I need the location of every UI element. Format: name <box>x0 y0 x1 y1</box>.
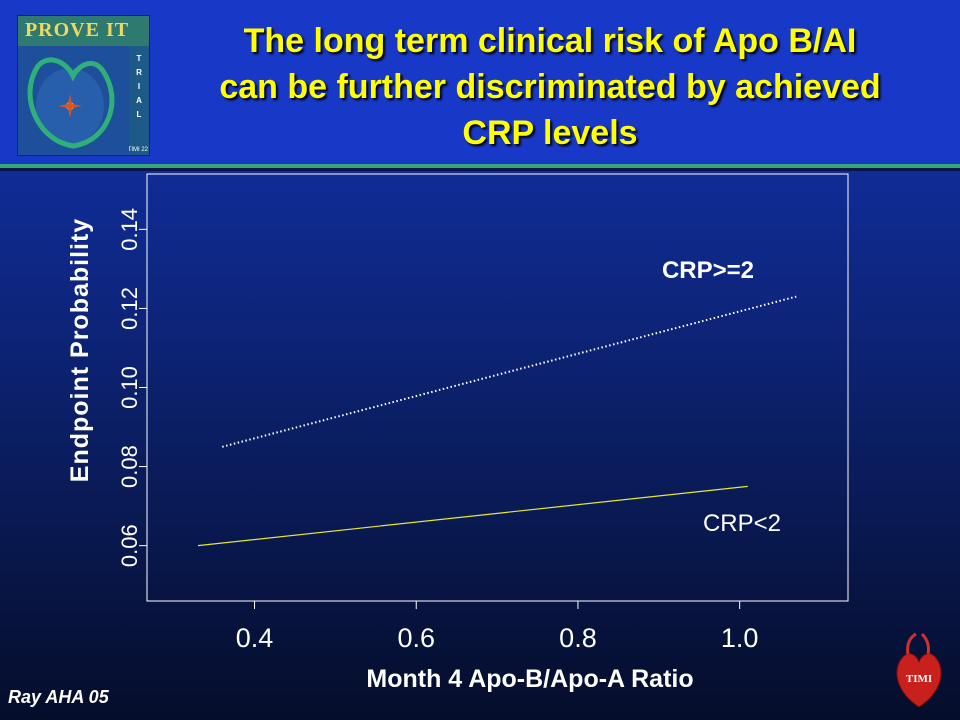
y-tick-label: 0.08 <box>117 445 142 488</box>
header-divider <box>0 164 960 168</box>
y-tick-label: 0.10 <box>117 366 142 409</box>
series-label-crp-low: CRP<2 <box>703 510 781 537</box>
x-tick-label: 0.4 <box>236 623 274 653</box>
y-axis-label: Endpoint Probability <box>66 218 94 482</box>
x-tick-label: 0.6 <box>397 623 435 653</box>
header-band <box>0 0 960 165</box>
logo-letter: T <box>136 54 142 63</box>
x-tick-label: 0.8 <box>559 623 597 653</box>
logo-letter: R <box>136 68 142 77</box>
y-tick-label: 0.06 <box>117 524 142 567</box>
y-tick-label: 0.14 <box>117 208 142 251</box>
logo-letter: L <box>136 110 142 119</box>
x-axis-label: Month 4 Apo-B/Apo-A Ratio <box>366 665 693 693</box>
logo-sub-text: TIMI 22 <box>127 147 148 153</box>
x-tick-label: 1.0 <box>721 623 759 653</box>
series-label-crp-high: CRP>=2 <box>662 257 754 284</box>
timi-logo-text: TIMI <box>906 673 932 685</box>
logo-banner: PROVE IT <box>18 16 149 46</box>
title-line: can be further discriminated by achieved <box>219 68 881 106</box>
slide-title: The long term clinical risk of Apo B/AI … <box>150 18 950 156</box>
heart-globe-icon <box>18 46 129 155</box>
prove-it-trial-logo: PROVE IT T R I A L TIMI 22 <box>17 15 150 156</box>
series-layer <box>197 295 797 547</box>
y-tick-label: 0.12 <box>117 287 142 330</box>
title-line: The long term clinical risk of Apo B/AI <box>243 22 857 60</box>
timi-heart-logo: TIMI <box>896 632 942 708</box>
series-line-crp-low <box>197 485 748 547</box>
header-divider-shadow <box>0 168 960 171</box>
logo-letter: I <box>137 82 141 91</box>
logo-side-letters: T R I A L <box>129 52 149 122</box>
logo-letter: A <box>136 96 142 105</box>
series-line-crp-high <box>221 295 797 448</box>
y-axis: 0.06 0.08 0.10 0.12 0.14 <box>117 208 147 567</box>
x-axis: 0.4 0.6 0.8 1.0 <box>236 601 759 653</box>
source-credit: Ray AHA 05 <box>8 687 109 707</box>
logo-banner-text: PROVE IT <box>24 19 130 41</box>
title-line: CRP levels <box>462 114 638 152</box>
logo-side-strip <box>129 46 149 155</box>
